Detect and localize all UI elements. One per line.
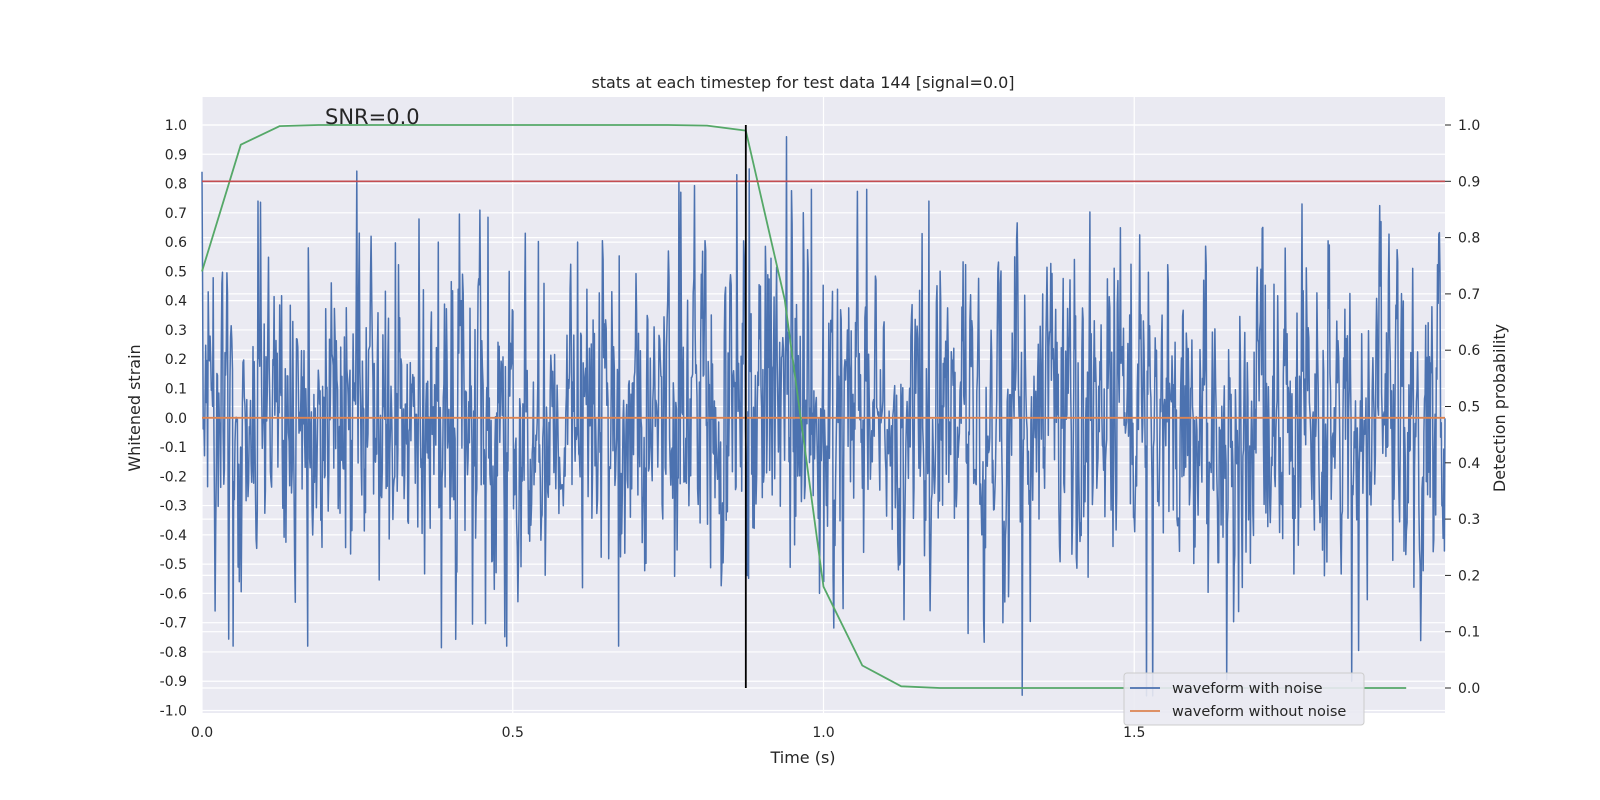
y-tick-label: 0.9 <box>165 147 187 163</box>
y2-tick-label: 0.6 <box>1458 343 1480 359</box>
y-tick-label: -1.0 <box>160 704 187 720</box>
y-axis-label: Whitened strain <box>125 344 144 471</box>
y-tick-label: 0.4 <box>165 294 187 310</box>
y2-tick-label: 0.9 <box>1458 174 1480 190</box>
x-tick-label: 0.5 <box>502 725 524 741</box>
snr-annotation: SNR=0.0 <box>325 105 420 129</box>
y2-tick-label: 0.4 <box>1458 456 1480 472</box>
y-tick-label: 0.7 <box>165 206 187 222</box>
y-tick-label: -0.5 <box>160 557 187 573</box>
y-tick-label: -0.6 <box>160 586 187 602</box>
y2-axis-label: Detection probability <box>1490 324 1509 492</box>
y-tick-label: -0.3 <box>160 499 187 515</box>
y-tick-label: 0.8 <box>165 177 187 193</box>
y2-tick-label: 1.0 <box>1458 118 1480 134</box>
x-tick-label: 1.5 <box>1123 725 1145 741</box>
legend-box <box>1123 672 1365 726</box>
x-tick-label: 0.0 <box>191 725 213 741</box>
x-tick-label: 1.0 <box>812 725 834 741</box>
y2-tick-label: 0.1 <box>1458 625 1480 641</box>
y2-tick-label: 0.7 <box>1458 287 1480 303</box>
legend-label: waveform with noise <box>1172 681 1323 697</box>
y-tick-label: 0.5 <box>165 264 187 280</box>
y-tick-label: 0.1 <box>165 381 187 397</box>
y-tick-label: -0.8 <box>160 645 187 661</box>
y-tick-label: -0.1 <box>160 440 187 456</box>
y2-tick-label: 0.8 <box>1458 231 1480 247</box>
y2-tick-label: 0.3 <box>1458 512 1480 528</box>
y-tick-label: 0.0 <box>165 411 187 427</box>
y-tick-label: 0.3 <box>165 323 187 339</box>
chart-title: stats at each timestep for test data 144… <box>591 73 1014 92</box>
y2-tick-label: 0.2 <box>1458 568 1480 584</box>
x-axis-label: Time (s) <box>769 748 835 767</box>
legend-label: waveform without noise <box>1172 704 1346 720</box>
y-tick-label: -0.2 <box>160 469 187 485</box>
y-tick-label: 0.2 <box>165 352 187 368</box>
legend: waveform with noise waveform without nois… <box>1123 672 1365 726</box>
y-tick-label: 0.6 <box>165 235 187 251</box>
series-line-waveform-with-noise <box>201 135 1446 697</box>
y-tick-label: -0.7 <box>160 616 187 632</box>
y2-tick-label: 0.5 <box>1458 400 1480 416</box>
y-tick-label: 1.0 <box>165 118 187 134</box>
y2-tick-label: 0.0 <box>1458 681 1480 697</box>
y-tick-label: -0.4 <box>160 528 187 544</box>
y-tick-label: -0.9 <box>160 674 187 690</box>
